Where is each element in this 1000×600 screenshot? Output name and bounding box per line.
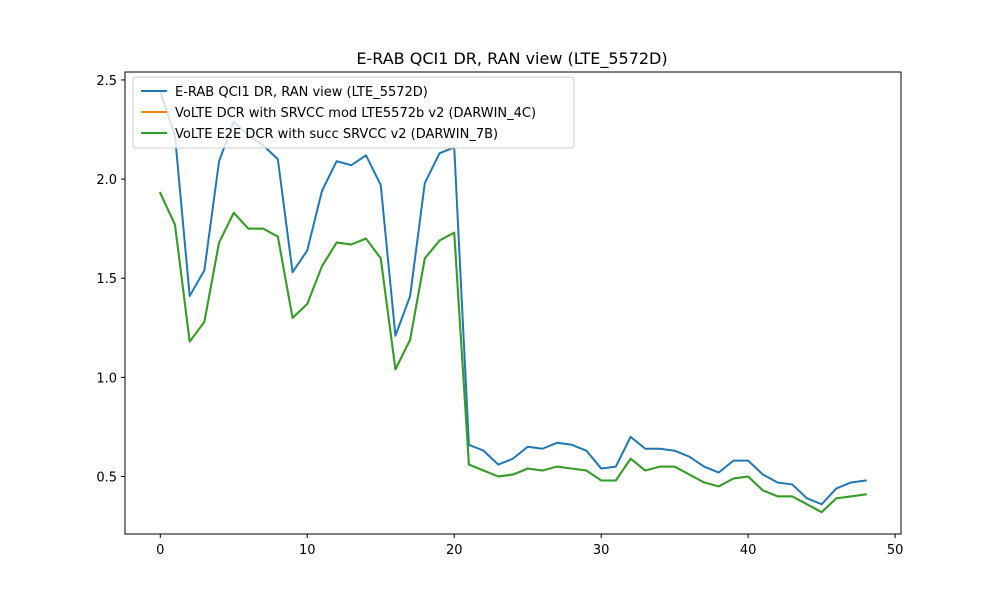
series-line-3 (158, 191, 867, 514)
x-tick-label: 0 (156, 543, 164, 558)
legend-label-2: VoLTE DCR with SRVCC mod LTE5572b v2 (DA… (175, 106, 536, 121)
y-tick-label: 1.0 (96, 371, 117, 386)
chart-title: E-RAB QCI1 DR, RAN view (LTE_5572D) (356, 49, 667, 69)
legend: E-RAB QCI1 DR, RAN view (LTE_5572D) VoLTE… (132, 76, 575, 149)
legend-label-1: E-RAB QCI1 DR, RAN view (LTE_5572D) (175, 85, 428, 100)
x-tick-label: 10 (299, 543, 316, 558)
series-line-1 (159, 90, 867, 506)
x-tick-label: 40 (740, 543, 757, 558)
x-tick-label: 30 (593, 543, 610, 558)
x-tick-label: 50 (887, 543, 904, 558)
legend-label-3: VoLTE E2E DCR with succ SRVCC v2 (DARWIN… (175, 127, 498, 142)
y-tick-label: 2.5 (96, 74, 117, 89)
plot-area: 0 10 20 30 40 50 0.5 1.0 1.5 2.0 2.5 (96, 71, 904, 558)
axes-frame (124, 71, 902, 535)
legend-box (132, 76, 575, 149)
y-tick-label: 0.5 (96, 470, 117, 485)
y-tick-label: 2.0 (96, 173, 117, 188)
y-tick-label: 1.5 (96, 272, 117, 287)
x-tick-label: 20 (446, 543, 463, 558)
